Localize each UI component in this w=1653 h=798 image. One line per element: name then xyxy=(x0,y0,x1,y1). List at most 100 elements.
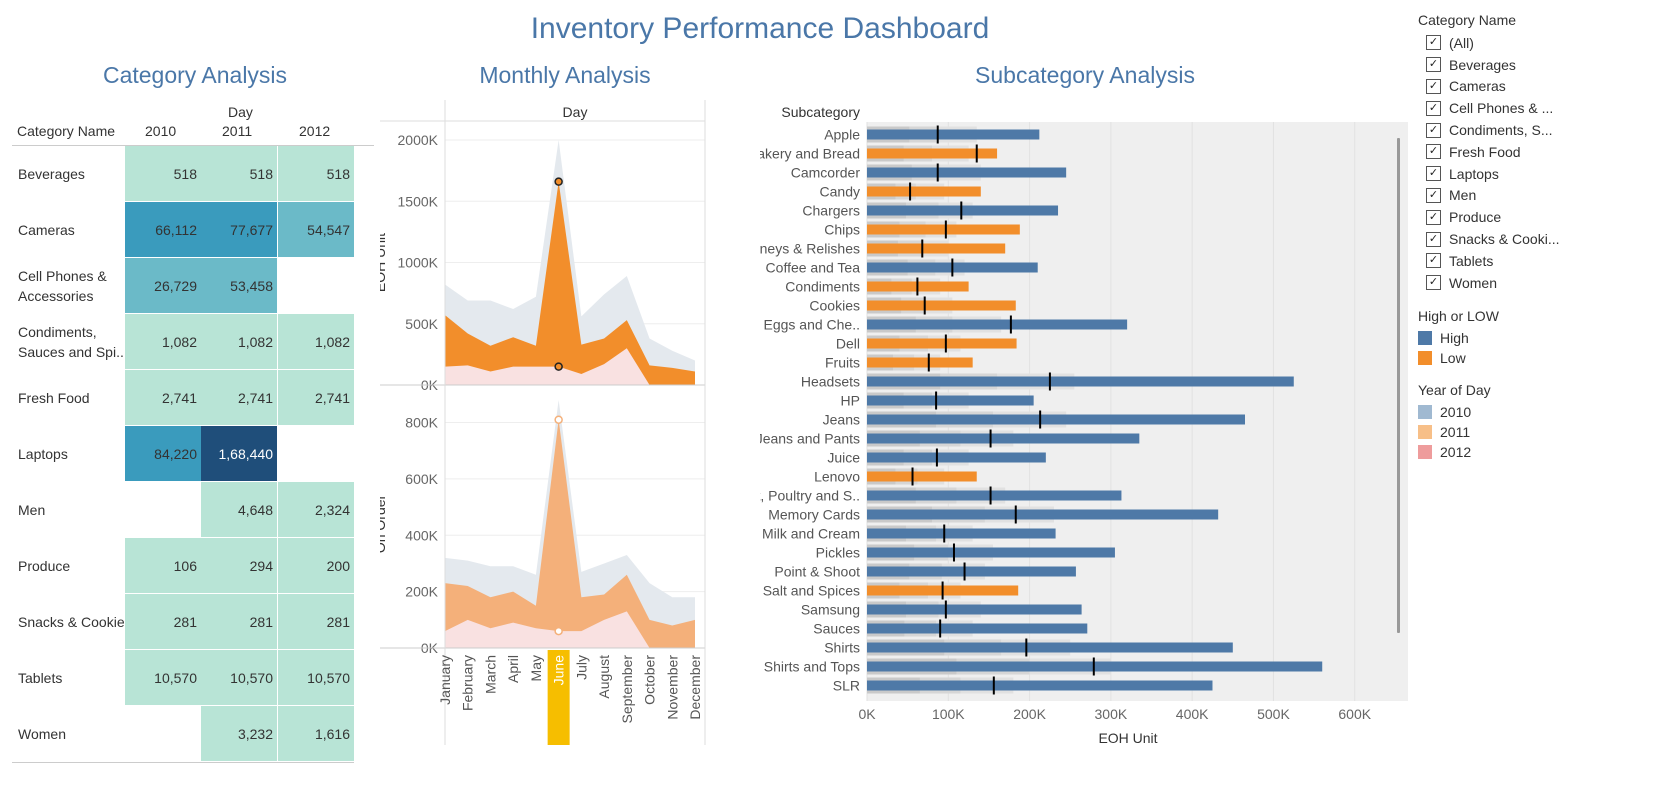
heatmap-cell[interactable]: 1,082 xyxy=(278,314,354,369)
subcategory-bar[interactable] xyxy=(867,604,1082,615)
subcategory-bar[interactable] xyxy=(867,414,1245,425)
heatmap-cell[interactable]: 2,324 xyxy=(278,482,354,537)
heatmap-cell[interactable]: 10,570 xyxy=(125,650,201,705)
subcategory-label[interactable]: Pickles xyxy=(816,545,860,561)
heatmap-cell[interactable]: 518 xyxy=(125,146,201,201)
subcategory-bar[interactable] xyxy=(867,490,1122,501)
year-legend-item[interactable]: 2010 xyxy=(1418,402,1648,422)
june-marker[interactable] xyxy=(554,415,563,424)
heatmap-cell[interactable]: 294 xyxy=(201,538,277,593)
subcategory-bar[interactable] xyxy=(867,433,1140,444)
checkbox-checked-icon[interactable]: ✓ xyxy=(1426,144,1441,160)
subcategory-label[interactable]: Point & Shoot xyxy=(774,564,860,580)
heatmap-cell[interactable]: 518 xyxy=(278,146,354,201)
subcategory-label[interactable]: Milk and Cream xyxy=(762,526,860,542)
subcategory-label[interactable]: Sauces xyxy=(813,621,860,637)
subcategory-bar[interactable] xyxy=(867,509,1219,520)
heatmap-cell[interactable]: 2,741 xyxy=(278,370,354,425)
heatmap-cell[interactable]: 3,232 xyxy=(201,706,277,761)
checkbox-checked-icon[interactable]: ✓ xyxy=(1426,187,1441,203)
area-series-1[interactable] xyxy=(445,181,695,385)
checkbox-checked-icon[interactable]: ✓ xyxy=(1426,166,1441,182)
year-legend-item[interactable]: 2011 xyxy=(1418,422,1648,442)
subcategory-label[interactable]: Apple xyxy=(824,127,860,143)
subcategory-bar[interactable] xyxy=(867,680,1213,691)
subcategory-label[interactable]: SLR xyxy=(833,678,860,694)
checkbox-checked-icon[interactable]: ✓ xyxy=(1426,209,1441,225)
area-series-1[interactable] xyxy=(445,419,695,648)
category-filter-item[interactable]: ✓ Fresh Food xyxy=(1418,141,1648,163)
subcategory-label[interactable]: Dairy, Eggs and Che.. xyxy=(760,317,860,333)
month-label[interactable]: October xyxy=(642,655,658,705)
heatmap-cell[interactable]: 10,570 xyxy=(201,650,277,705)
heatmap-cell[interactable]: 281 xyxy=(125,594,201,649)
checkbox-checked-icon[interactable]: ✓ xyxy=(1426,78,1441,94)
heatmap-cell[interactable] xyxy=(125,482,201,537)
subcategory-label[interactable]: Meat, Poultry and S.. xyxy=(760,488,860,504)
subcategory-label[interactable]: Headsets xyxy=(801,374,860,390)
subcategory-label[interactable]: Lenovo xyxy=(814,469,860,485)
category-filter-item[interactable]: ✓ Condiments, S... xyxy=(1418,119,1648,141)
header-year-2011[interactable]: 2011 xyxy=(222,123,253,139)
vertical-scrollbar[interactable] xyxy=(1397,138,1400,633)
month-label[interactable]: February xyxy=(460,655,476,711)
subcategory-label[interactable]: Chips xyxy=(824,222,860,238)
subcategory-label[interactable]: Juice xyxy=(827,450,860,466)
high-low-legend-item[interactable]: High xyxy=(1418,328,1648,348)
category-filter-item[interactable]: ✓ Produce xyxy=(1418,206,1648,228)
month-label[interactable]: January xyxy=(437,655,453,705)
area-series-2[interactable] xyxy=(445,611,695,648)
heatmap-cell[interactable]: 26,729 xyxy=(125,258,201,313)
subcategory-bar[interactable] xyxy=(867,642,1233,653)
subcategory-label[interactable]: Condiments xyxy=(785,279,860,295)
subcategory-label[interactable]: Salt and Spices xyxy=(763,583,860,599)
month-label[interactable]: June xyxy=(551,655,567,686)
heatmap-cell[interactable]: 1,082 xyxy=(201,314,277,369)
area-series-2[interactable] xyxy=(445,348,695,385)
subcategory-bar[interactable] xyxy=(867,224,1020,235)
heatmap-cell[interactable] xyxy=(278,426,354,481)
high-low-legend-item[interactable]: Low xyxy=(1418,348,1648,368)
checkbox-checked-icon[interactable]: ✓ xyxy=(1426,57,1441,73)
subcategory-bar[interactable] xyxy=(867,547,1115,558)
heatmap-cell[interactable]: 1,616 xyxy=(278,706,354,761)
subcategory-label[interactable]: Candy xyxy=(820,184,860,200)
subcategory-bar[interactable] xyxy=(867,205,1059,216)
year-legend-item[interactable]: 2012 xyxy=(1418,442,1648,462)
heatmap-cell[interactable]: 1,68,440 xyxy=(201,426,277,481)
subcategory-label[interactable]: Memory Cards xyxy=(768,507,860,523)
subcategory-label[interactable]: Fruits xyxy=(825,355,860,371)
heatmap-cell[interactable]: 106 xyxy=(125,538,201,593)
june-marker[interactable] xyxy=(554,626,563,636)
heatmap-cell[interactable]: 54,547 xyxy=(278,202,354,257)
category-filter-item[interactable]: ✓ Snacks & Cooki... xyxy=(1418,228,1648,250)
heatmap-cell[interactable]: 1,082 xyxy=(125,314,201,369)
checkbox-checked-icon[interactable]: ✓ xyxy=(1426,275,1441,291)
header-year-2010[interactable]: 2010 xyxy=(145,123,177,139)
subcategory-label[interactable]: Chargers xyxy=(802,203,860,219)
heatmap-cell[interactable]: 518 xyxy=(201,146,277,201)
heatmap-cell[interactable]: 77,677 xyxy=(201,202,277,257)
subcategory-bar[interactable] xyxy=(867,167,1067,178)
subcategory-bar[interactable] xyxy=(867,186,981,197)
month-label[interactable]: March xyxy=(482,655,498,694)
month-label[interactable]: December xyxy=(687,655,703,720)
subcategory-label[interactable]: Dell xyxy=(836,336,860,352)
subcategory-bar[interactable] xyxy=(867,452,1046,463)
category-filter-item[interactable]: ✓ Men xyxy=(1418,185,1648,207)
subcategory-label[interactable]: Jeans and Pants xyxy=(760,431,860,447)
category-filter-item[interactable]: ✓ Tablets xyxy=(1418,250,1648,272)
subcategory-bar[interactable] xyxy=(867,623,1088,634)
subcategory-bar[interactable] xyxy=(867,395,1034,406)
subcategory-label[interactable]: Chutneys & Relishes xyxy=(760,241,860,257)
subcategory-bar[interactable] xyxy=(867,243,1006,254)
subcategory-label[interactable]: Shirts and Tops xyxy=(764,659,860,675)
category-filter-item[interactable]: ✓ Women xyxy=(1418,272,1648,294)
subcategory-label[interactable]: Samsung xyxy=(801,602,860,618)
heatmap-cell[interactable]: 2,741 xyxy=(125,370,201,425)
subcategory-label[interactable]: Shirts xyxy=(824,640,860,656)
subcategory-bar[interactable] xyxy=(867,471,977,482)
subcategory-bar[interactable] xyxy=(867,148,998,159)
heatmap-cell[interactable]: 66,112 xyxy=(125,202,201,257)
heatmap-cell[interactable]: 281 xyxy=(278,594,354,649)
